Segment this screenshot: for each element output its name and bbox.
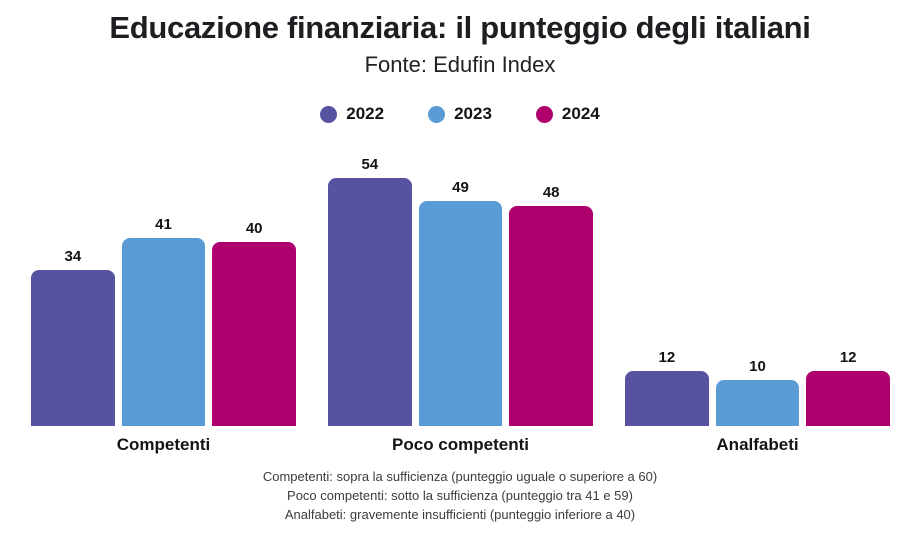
- bar-value-label: 34: [64, 248, 82, 265]
- bar-group-analfabeti: 12 10 12 Analfabeti: [625, 148, 891, 455]
- bar-value-label: 12: [839, 349, 857, 366]
- legend-label: 2022: [346, 104, 385, 123]
- footnote-poco-competenti: Poco competenti: sotto la sufficienza (p…: [287, 488, 633, 503]
- category-label-poco-competenti: Poco competenti: [392, 435, 529, 454]
- bar-value-label: 10: [749, 358, 766, 375]
- legend: 2022 2023 2024: [0, 102, 920, 126]
- footnotes: Competenti: sopra la sufficienza (punteg…: [0, 467, 920, 524]
- bar-value-label: 41: [155, 216, 172, 233]
- category-label-analfabeti: Analfabeti: [716, 435, 799, 454]
- chart-title: Educazione finanziaria: il punteggio deg…: [109, 10, 811, 45]
- bar-value-label: 12: [658, 349, 676, 366]
- bar-2022-poco-competenti: 54: [328, 156, 412, 426]
- bar-2024-analfabeti: 12: [806, 349, 891, 426]
- legend-dot-icon: [428, 105, 446, 123]
- legend-item-2023: 2023: [428, 104, 492, 124]
- bar-rect: [806, 371, 891, 426]
- chart-subtitle: Fonte: Edufin Index: [364, 52, 556, 77]
- bar-group-competenti: 34 41 40 Competenti: [31, 148, 297, 455]
- bar-value-label: 49: [452, 179, 469, 196]
- category-label-competenti: Competenti: [116, 435, 211, 454]
- bar-2024-poco-competenti: 48: [509, 184, 594, 426]
- legend-item-2024: 2024: [535, 104, 600, 124]
- bar-2022-analfabeti: 12: [625, 349, 709, 426]
- legend-dot-icon: [535, 105, 553, 123]
- bar-2023-competenti: 41: [121, 216, 206, 426]
- bar-group-poco-competenti: 54 49 48 Poco competenti: [328, 148, 594, 455]
- bar-2022-competenti: 34: [31, 248, 115, 426]
- bar-rect: [625, 371, 709, 426]
- bar-rect: [212, 242, 297, 426]
- bar-2024-competenti: 40: [212, 220, 297, 426]
- legend-label: 2024: [561, 104, 600, 123]
- bar-rect: [418, 201, 503, 426]
- legend-dot-icon: [320, 105, 338, 123]
- bar-rect: [31, 270, 115, 426]
- footnote-analfabeti: Analfabeti: gravemente insufficienti (pu…: [284, 507, 636, 522]
- bar-value-label: 48: [542, 184, 560, 201]
- footnote-competenti: Competenti: sopra la sufficienza (punteg…: [262, 469, 658, 484]
- bar-rect: [121, 238, 206, 426]
- bar-rect: [715, 380, 800, 426]
- bars-row: 12 10 12: [625, 148, 891, 426]
- bars-row: 34 41 40: [31, 148, 297, 426]
- bar-2023-analfabeti: 10: [715, 358, 800, 426]
- legend-item-2022: 2022: [320, 104, 384, 124]
- bar-2023-poco-competenti: 49: [418, 179, 503, 426]
- bars-row: 54 49 48: [328, 148, 594, 426]
- bar-value-label: 40: [245, 220, 263, 237]
- bar-rect: [509, 206, 594, 426]
- bar-chart-plot: 34 41 40 Competenti 54 49 48 Poco competenti 12 1…: [0, 148, 920, 455]
- bar-value-label: 54: [361, 156, 379, 173]
- bar-rect: [328, 178, 412, 426]
- legend-label: 2023: [454, 104, 492, 123]
